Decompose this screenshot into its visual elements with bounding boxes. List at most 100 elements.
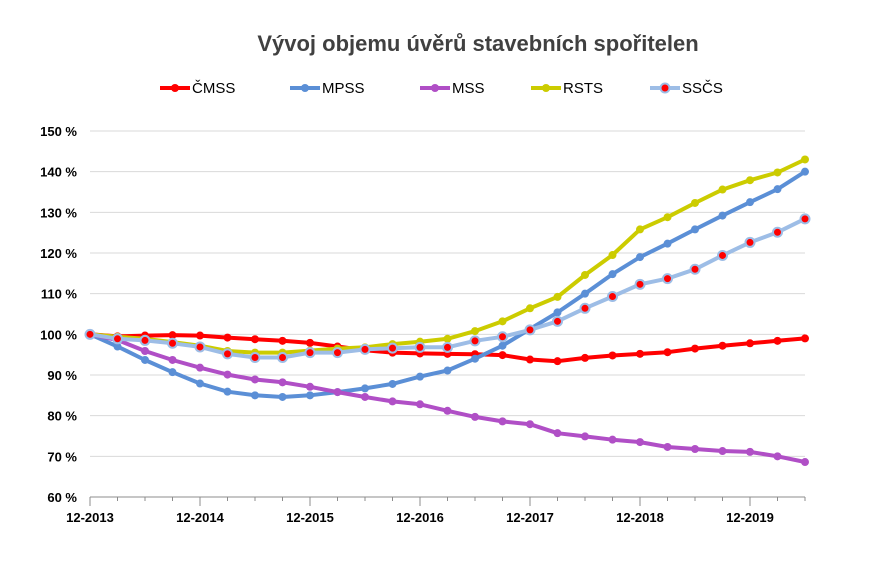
data-point — [553, 308, 562, 317]
series-group — [84, 155, 811, 467]
legend-swatch-marker — [431, 84, 439, 92]
data-point — [139, 334, 151, 346]
data-point — [333, 388, 342, 397]
y-tick-label: 100 % — [40, 327, 77, 342]
data-point — [608, 435, 617, 444]
data-point — [168, 331, 177, 340]
data-point — [691, 445, 699, 454]
data-point — [167, 337, 178, 349]
data-point — [801, 458, 809, 467]
data-point — [306, 382, 314, 391]
data-point — [663, 213, 672, 222]
y-tick-label: 150 % — [40, 124, 77, 139]
x-tick-label: 12-2019 — [726, 510, 774, 525]
data-point — [636, 349, 644, 358]
data-point — [524, 324, 536, 336]
legend-label: SSČS — [682, 80, 723, 97]
data-point — [388, 397, 397, 406]
data-point — [277, 352, 288, 364]
data-point — [526, 355, 534, 364]
data-point — [332, 347, 343, 359]
data-point — [196, 331, 204, 340]
data-point — [251, 375, 259, 384]
legend-swatch-marker — [171, 84, 179, 92]
data-point — [113, 342, 122, 351]
data-point — [801, 167, 809, 176]
x-tick-label: 12-2018 — [616, 510, 664, 525]
data-point — [608, 351, 617, 360]
data-point — [662, 273, 673, 285]
data-point — [663, 442, 672, 451]
data-point — [608, 270, 617, 279]
data-point — [718, 447, 727, 456]
legend-swatch-marker — [659, 82, 671, 94]
data-point — [718, 341, 727, 350]
legend-item: ČMSS — [160, 80, 235, 97]
y-tick-label: 80 % — [47, 409, 77, 424]
data-point — [278, 392, 287, 401]
legend-item: MSS — [420, 80, 485, 97]
data-point — [498, 317, 507, 326]
y-tick-label: 110 % — [41, 287, 78, 302]
data-point — [691, 344, 699, 353]
data-point — [416, 372, 424, 381]
y-tick-label: 120 % — [40, 246, 77, 261]
data-point — [717, 249, 728, 261]
data-point — [251, 335, 259, 344]
data-point — [443, 366, 452, 375]
data-point — [359, 343, 371, 355]
data-point — [222, 348, 233, 360]
data-point — [773, 336, 782, 345]
data-point — [304, 347, 316, 359]
legend-item: SSČS — [650, 80, 723, 97]
data-point — [223, 333, 232, 342]
data-point — [746, 447, 754, 456]
data-point — [581, 432, 589, 441]
y-axis-ticks: 60 % 70 % 80 % 90 % 100 % 110 % 120 % 130 % 140 … — [40, 124, 77, 505]
data-point — [388, 379, 397, 388]
data-point — [772, 226, 783, 238]
legend-swatch-marker — [542, 84, 550, 92]
gridlines — [90, 130, 805, 457]
data-point — [361, 392, 369, 401]
data-point — [469, 335, 481, 347]
data-point — [471, 354, 479, 363]
data-point — [579, 302, 591, 314]
data-point — [636, 438, 644, 447]
y-tick-label: 70 % — [47, 449, 77, 464]
data-point — [223, 370, 232, 379]
data-point — [718, 185, 727, 194]
data-point — [249, 352, 261, 364]
data-point — [471, 327, 479, 336]
legend-label: MSS — [452, 80, 485, 97]
data-point — [553, 357, 562, 366]
data-point — [387, 342, 398, 354]
series-RSTS — [86, 155, 809, 357]
data-point — [773, 168, 782, 177]
data-point — [442, 341, 453, 353]
data-point — [553, 429, 562, 438]
x-tick-label: 12-2014 — [176, 510, 224, 525]
data-point — [608, 251, 617, 260]
data-point — [691, 225, 699, 234]
data-point — [416, 400, 424, 409]
data-point — [168, 368, 177, 377]
data-point — [636, 225, 644, 234]
data-point — [498, 351, 507, 360]
data-point — [607, 291, 618, 303]
y-tick-label: 140 % — [40, 165, 77, 180]
data-point — [306, 391, 314, 400]
data-point — [581, 289, 589, 298]
data-point — [361, 384, 369, 393]
data-point — [278, 378, 287, 387]
data-point — [306, 338, 314, 347]
data-point — [746, 176, 754, 185]
legend-swatch-marker — [301, 84, 309, 92]
data-point — [141, 347, 149, 356]
data-point — [84, 328, 96, 340]
series-line — [88, 157, 807, 355]
data-point — [251, 391, 259, 400]
data-point — [278, 336, 287, 345]
